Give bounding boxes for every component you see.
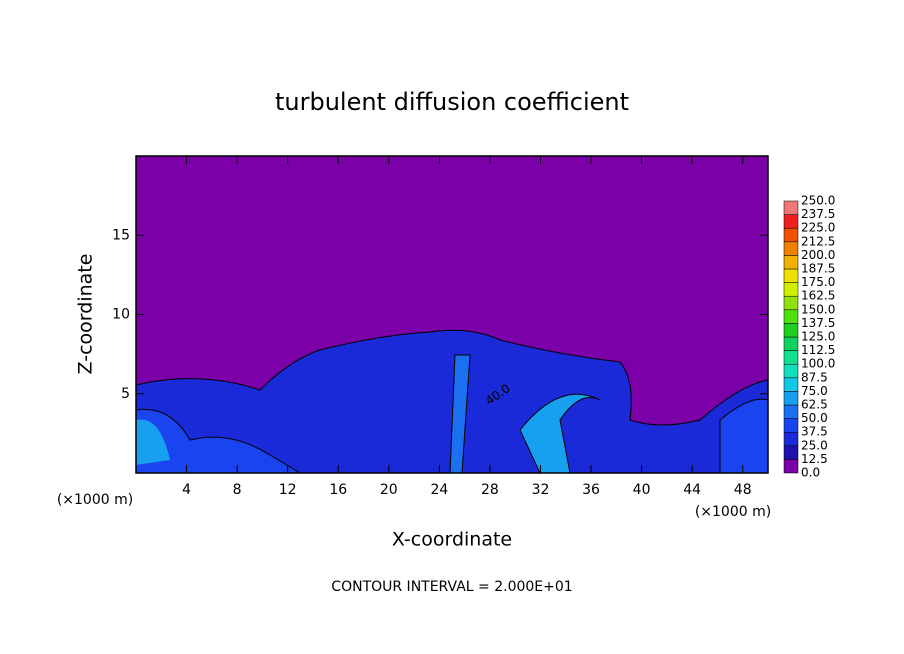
colorbar-swatch [783, 445, 799, 460]
x-tick-label: 36 [582, 482, 600, 498]
x-tick-label: 16 [329, 482, 347, 498]
colorbar-label: 0.0 [801, 466, 820, 480]
colorbar-label: 12.5 [801, 452, 828, 466]
colorbar-label: 225.0 [801, 221, 835, 235]
colorbar-swatch [783, 363, 799, 379]
y-tick-label: 15 [112, 227, 130, 243]
colorbar-swatch [783, 404, 799, 419]
y-tick-label: 5 [121, 386, 130, 402]
colorbar-swatch [783, 459, 799, 474]
x-unit: (×1000 m) [57, 492, 133, 508]
colorbar-swatch [783, 214, 799, 229]
field-region [135, 408, 302, 474]
x-tick-label: 28 [481, 482, 499, 498]
colorbar-label: 100.0 [801, 357, 835, 371]
colorbar-swatch [783, 282, 799, 297]
colorbar-label: 175.0 [801, 275, 835, 289]
colorbar-label: 137.5 [801, 316, 835, 330]
colorbar-label: 200.0 [801, 248, 835, 262]
colorbar-swatch [783, 336, 799, 351]
colorbar-label: 50.0 [801, 411, 828, 425]
colorbar-swatch [783, 295, 799, 311]
colorbar-label: 162.5 [801, 289, 835, 303]
colorbar-swatch [783, 309, 799, 324]
y-axis-label: Z-coordinate [75, 254, 97, 375]
x-tick-label: 24 [430, 482, 448, 498]
x-tick-label: 12 [279, 482, 297, 498]
colorbar-label: 187.5 [801, 262, 835, 276]
colorbar-swatch [783, 268, 799, 283]
colorbar-swatch [783, 431, 799, 447]
colorbar-label: 237.5 [801, 207, 835, 221]
colorbar-swatch [783, 418, 799, 433]
chart-title: turbulent diffusion coefficient [275, 88, 629, 116]
x-tick-label: 48 [734, 482, 752, 498]
x-tick-label: 4 [182, 482, 191, 498]
x-tick-label: 44 [683, 482, 701, 498]
field-region [519, 393, 601, 474]
colorbar-swatch [783, 227, 799, 243]
field-region [135, 329, 769, 474]
field-region [136, 419, 170, 465]
x-tick-label: 8 [233, 482, 242, 498]
colorbar-swatch [783, 241, 799, 256]
colorbar-label: 112.5 [801, 343, 835, 357]
colorbar-label: 125.0 [801, 330, 835, 344]
x-unit: (×1000 m) [695, 504, 771, 520]
colorbar-label: 87.5 [801, 370, 828, 384]
footer: CONTOUR INTERVAL = 2.000E+01 [331, 579, 572, 595]
colorbar-swatch [783, 391, 799, 406]
colorbar-label: 25.0 [801, 438, 828, 452]
colorbar-swatch [783, 377, 799, 392]
y-tick-label: 10 [112, 307, 130, 323]
colorbar-swatch [783, 255, 799, 270]
x-axis-label: X-coordinate [392, 529, 512, 551]
x-tick-label: 20 [380, 482, 398, 498]
colorbar-swatch [783, 350, 799, 365]
colorbar-swatch [783, 200, 799, 215]
colorbar-label: 75.0 [801, 384, 828, 398]
colorbar-label: 62.5 [801, 398, 828, 412]
x-tick-label: 32 [532, 482, 550, 498]
colorbar-label: 37.5 [801, 425, 828, 439]
x-tick-label: 40 [633, 482, 651, 498]
colorbar-label: 212.5 [801, 234, 835, 248]
plot-field: 40.0 [135, 155, 769, 474]
colorbar-swatch [783, 323, 799, 338]
colorbar-label: 250.0 [801, 194, 835, 208]
colorbar-label: 150.0 [801, 302, 835, 316]
